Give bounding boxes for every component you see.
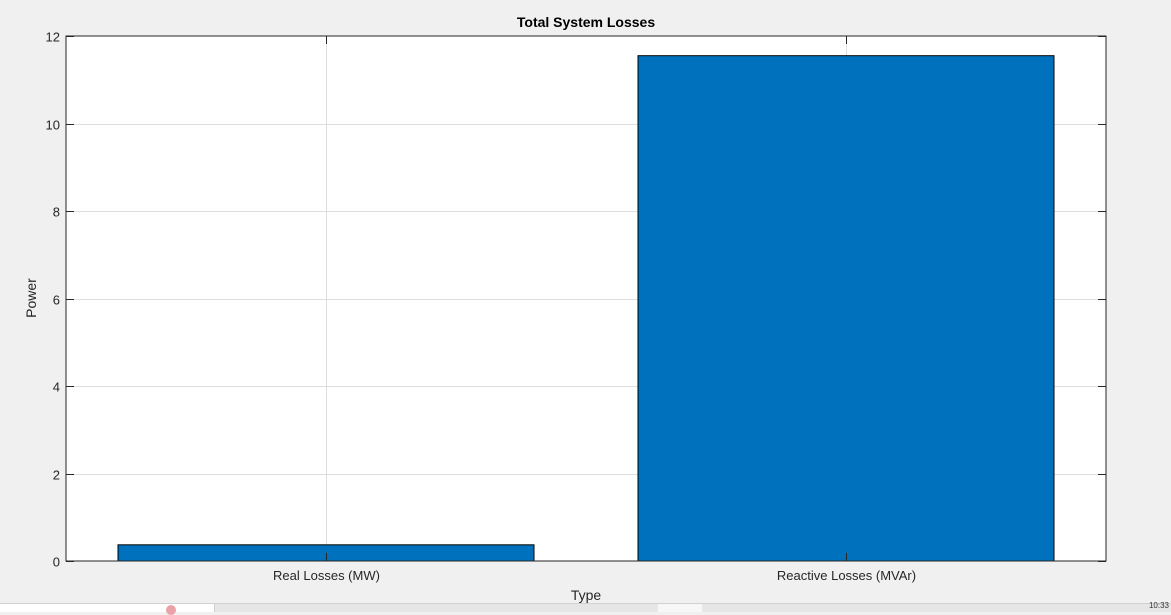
x-tick-label: Real Losses (MW): [273, 568, 380, 583]
bars: [117, 55, 1055, 562]
y-tick-label: 2: [53, 468, 60, 483]
bar-2: [637, 55, 1055, 562]
x-axis-label: Type: [571, 587, 602, 603]
y-tick-label: 12: [46, 30, 60, 45]
taskbar-app-button[interactable]: [0, 604, 215, 615]
taskbar-slot[interactable]: [658, 604, 702, 612]
plot-border: [65, 35, 1107, 562]
x-tick-label: Reactive Losses (MVAr): [777, 568, 916, 583]
y-tick-label: 6: [53, 293, 60, 308]
y-tick-label: 8: [53, 205, 60, 220]
y-tick-label: 4: [53, 380, 60, 395]
y-tick-labels: 0 2 4 6 8 10 12: [46, 30, 60, 570]
taskbar-clock: 10:33: [1148, 601, 1169, 610]
axis-ticks: [66, 36, 1106, 562]
y-tick-label: 10: [46, 118, 60, 133]
app-icon: [166, 605, 176, 615]
y-axis-label: Power: [23, 278, 39, 318]
y-tick-label: 0: [53, 555, 60, 570]
taskbar: 10:33: [0, 601, 1171, 615]
chart-title: Total System Losses: [517, 14, 655, 30]
x-tick-labels: Real Losses (MW) Reactive Losses (MVAr): [273, 568, 916, 583]
